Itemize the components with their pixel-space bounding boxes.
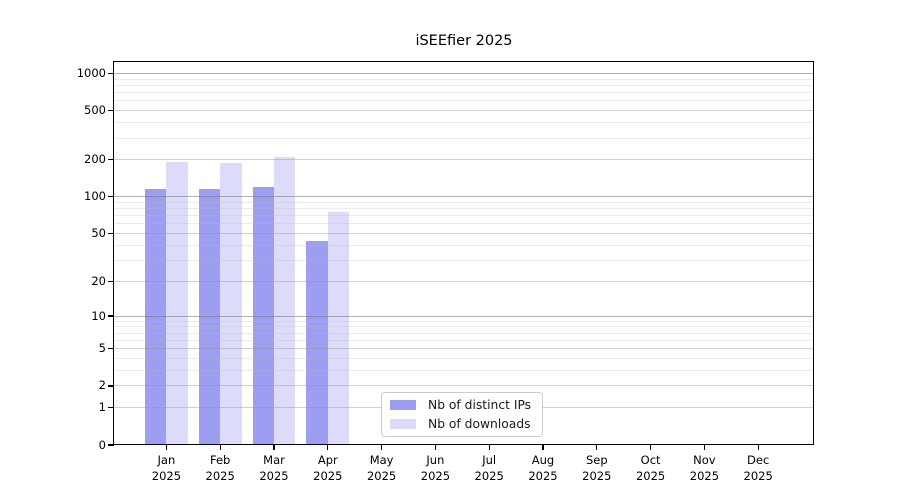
month-label: Oct (640, 453, 661, 467)
x-tick-mark (542, 445, 544, 450)
chart-title: iSEEfier 2025 (415, 33, 513, 49)
y-tick-label: 5 (98, 341, 106, 356)
year-label: 2025 (420, 469, 451, 483)
y-tick-label: 20 (91, 273, 106, 288)
y-tick-label: 10 (91, 308, 106, 323)
y-tick-mark (108, 232, 114, 235)
x-tick-mark (434, 445, 437, 450)
x-tick-label-may: May 2025 (354, 452, 410, 484)
legend-item-distinct-ips: Nb of distinct IPs (390, 397, 534, 413)
year-label: 2025 (474, 469, 504, 483)
x-tick-label-dec: Dec 2025 (730, 452, 786, 484)
plot-area (114, 62, 814, 445)
year-label: 2025 (528, 469, 558, 483)
year-label: 2025 (205, 469, 235, 483)
x-tick-label-feb: Feb 2025 (192, 452, 248, 484)
x-tick-mark (757, 445, 759, 450)
y-tick-label: 100 (84, 189, 106, 204)
year-label: 2025 (259, 469, 289, 483)
y-tick-mark (108, 315, 114, 317)
month-label: Jan (157, 453, 176, 467)
x-tick-label-jun: Jun 2025 (407, 452, 463, 484)
bar-downloads-jan (166, 161, 188, 445)
year-label: 2025 (582, 469, 612, 483)
bar-distinct-ips-apr (306, 241, 328, 445)
y-tick-mark (108, 407, 114, 409)
y-tick-mark (108, 159, 114, 161)
month-label: Nov (693, 453, 716, 467)
y-tick-mark (108, 385, 114, 387)
bar-downloads-mar (274, 156, 296, 445)
bar-distinct-ips-jan (145, 189, 167, 445)
bar-downloads-apr (327, 212, 350, 445)
y-tick-mark (108, 280, 114, 282)
x-tick-mark (165, 445, 168, 450)
month-label: Aug (531, 453, 555, 467)
x-tick-label-apr: Apr 2025 (300, 452, 356, 484)
x-tick-label-oct: Oct 2025 (623, 452, 679, 484)
year-label: 2025 (635, 469, 666, 483)
y-tick-mark (108, 109, 114, 112)
bar-distinct-ips-feb (198, 189, 221, 445)
x-tick-mark (649, 445, 652, 450)
x-tick-mark (219, 445, 221, 450)
legend-swatch-distinct-ips-icon (390, 399, 416, 411)
bar-distinct-ips-mar (252, 187, 274, 445)
month-label: Apr (317, 453, 338, 467)
x-tick-mark (596, 445, 598, 450)
x-tick-label-jan: Jan 2025 (138, 452, 194, 484)
x-tick-mark (327, 445, 329, 450)
y-tick-label: 500 (84, 103, 106, 118)
x-tick-mark (273, 445, 275, 450)
month-label: Jul (482, 453, 497, 467)
month-label: Sep (585, 453, 608, 467)
x-tick-label-sep: Sep 2025 (569, 452, 625, 484)
y-tick-label: 1 (98, 400, 106, 415)
legend-swatch-downloads-icon (390, 418, 416, 430)
y-tick-mark (108, 347, 114, 350)
y-tick-mark (108, 196, 114, 198)
x-tick-label-mar: Mar 2025 (246, 452, 302, 484)
x-tick-mark (488, 445, 490, 450)
year-label: 2025 (151, 469, 182, 483)
bars-layer (114, 62, 814, 445)
y-tick-label: 0 (98, 437, 106, 452)
y-tick-mark (108, 444, 114, 446)
legend: Nb of distinct IPs Nb of downloads (381, 392, 543, 437)
month-label: May (369, 453, 394, 467)
legend-item-downloads: Nb of downloads (390, 416, 534, 432)
x-tick-label-nov: Nov 2025 (676, 452, 732, 484)
x-tick-mark (380, 445, 383, 450)
month-label: Jun (426, 453, 445, 467)
x-tick-label-jul: Jul 2025 (461, 452, 517, 484)
month-label: Dec (747, 453, 770, 467)
legend-label: Nb of downloads (428, 417, 531, 431)
y-tick-label: 1000 (76, 65, 106, 80)
y-tick-label: 50 (91, 226, 106, 241)
year-label: 2025 (366, 469, 397, 483)
y-tick-mark (108, 72, 114, 75)
y-tick-label: 2 (98, 378, 106, 393)
month-label: Mar (263, 453, 285, 467)
year-label: 2025 (743, 469, 773, 483)
y-tick-label: 200 (84, 152, 106, 167)
year-label: 2025 (313, 469, 343, 483)
month-label: Feb (210, 453, 231, 467)
legend-label: Nb of distinct IPs (428, 398, 532, 412)
x-tick-label-aug: Aug 2025 (515, 452, 571, 484)
bar-downloads-feb (220, 163, 242, 445)
year-label: 2025 (689, 469, 720, 483)
x-tick-mark (703, 445, 706, 450)
